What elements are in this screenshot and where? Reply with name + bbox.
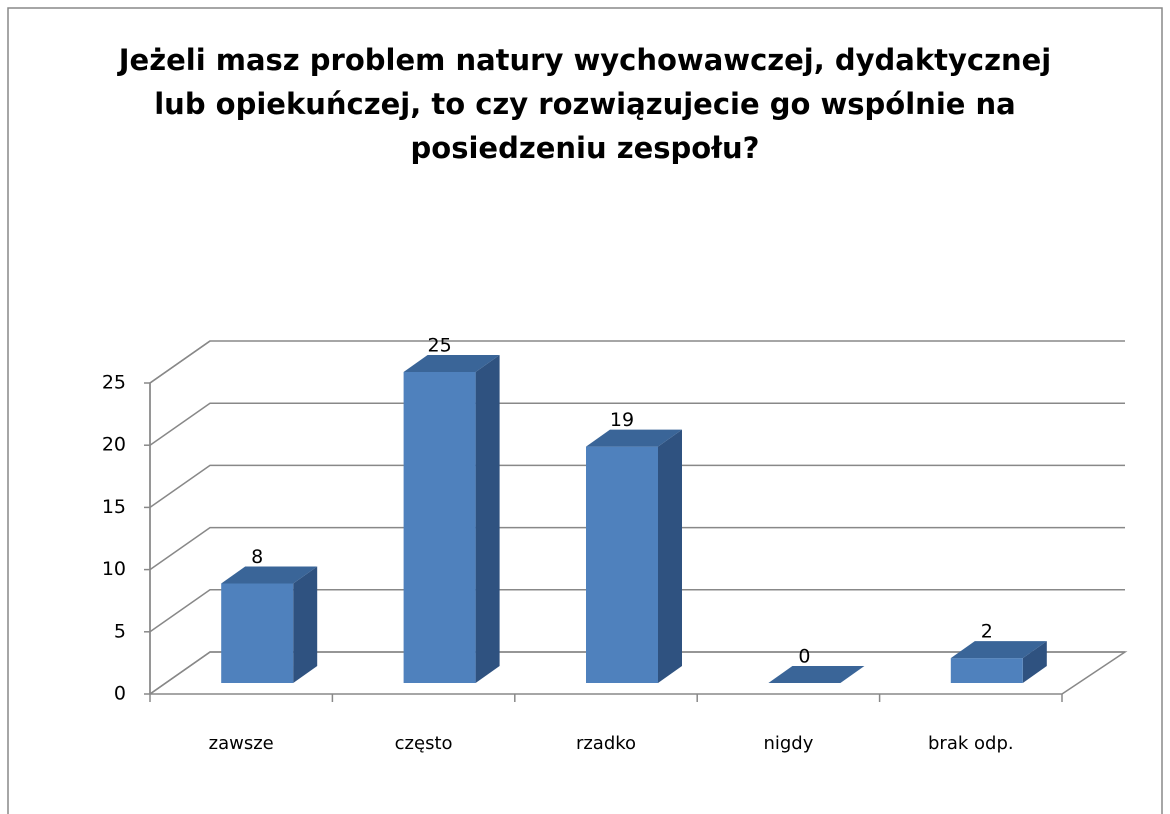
bar [403, 355, 500, 683]
data-label: 19 [610, 409, 634, 431]
bar-front [221, 583, 294, 683]
y-tick-label: 20 [102, 434, 126, 456]
x-tick-label: często [395, 733, 453, 754]
bar [221, 566, 318, 683]
grid-line [149, 651, 1125, 695]
x-tick-label: rzadko [576, 733, 636, 754]
y-tick-label: 15 [102, 496, 126, 518]
data-label: 8 [251, 546, 263, 568]
grid-line [149, 402, 1125, 446]
bar-side [1022, 641, 1047, 683]
y-tick-label: 10 [102, 558, 126, 580]
x-tick-label: nigdy [763, 733, 813, 754]
bar-side [475, 355, 500, 683]
bar [768, 666, 865, 683]
x-tick-label: brak odp. [928, 733, 1014, 754]
y-tick-label: 0 [114, 683, 126, 705]
bar-top [950, 641, 1047, 659]
side-wall [149, 340, 211, 694]
grid-line [149, 340, 1125, 384]
y-tick-label: 5 [114, 620, 126, 642]
bar [586, 429, 682, 683]
bar-top [403, 355, 500, 372]
bar-front [586, 446, 658, 683]
data-label: 25 [428, 335, 452, 357]
data-label: 2 [981, 621, 993, 643]
bar-top [768, 666, 865, 683]
bar-top [586, 429, 682, 447]
chart-frame [7, 7, 1163, 814]
x-tick-label: zawsze [209, 733, 274, 754]
bar-front [950, 658, 1023, 683]
chart-title-line: Jeżeli masz problem natury wychowawczej,… [117, 43, 1051, 77]
bar [950, 641, 1047, 683]
chart-title-line: lub opiekuńczej, to czy rozwiązujecie go… [154, 87, 1016, 121]
grid-line [149, 589, 1125, 633]
grid-line [149, 464, 1125, 509]
chart-title-line: posiedzeniu zespołu? [411, 131, 760, 165]
bar-front [403, 372, 476, 683]
grid-line [149, 526, 1125, 571]
bar-side [293, 566, 318, 683]
bar-top [221, 566, 318, 584]
bar-side [658, 429, 682, 683]
data-label: 0 [798, 646, 810, 668]
y-tick-label: 25 [102, 372, 126, 394]
